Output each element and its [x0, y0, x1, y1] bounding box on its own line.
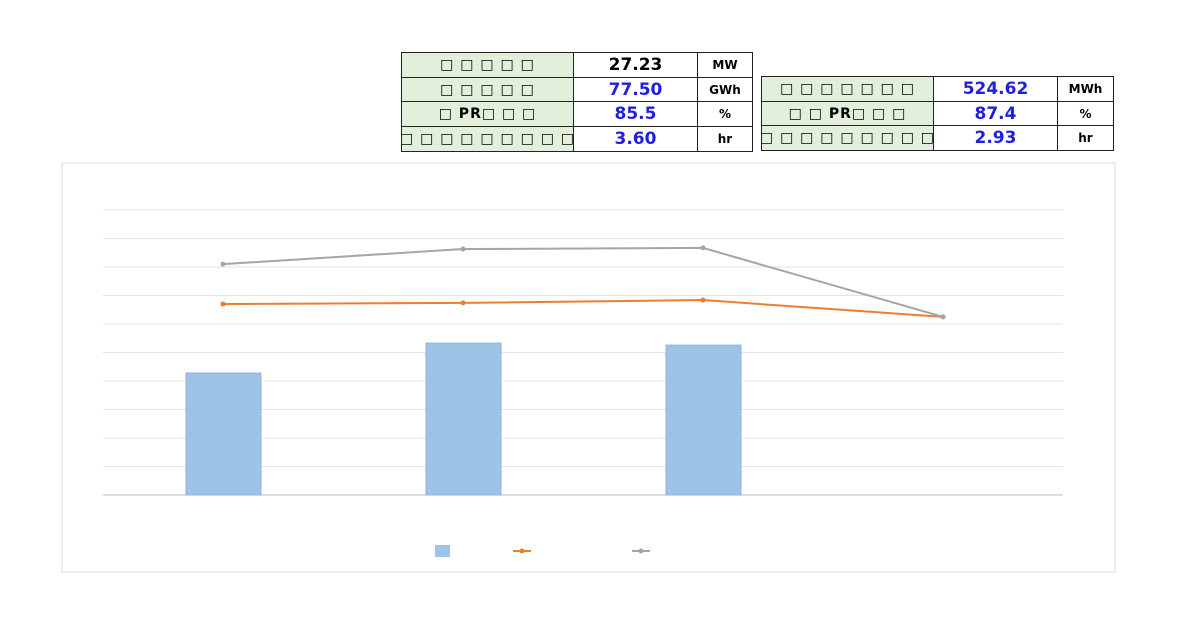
marker — [700, 297, 706, 303]
marker — [700, 245, 706, 251]
table-unit: hr — [1057, 125, 1114, 152]
table-label: □ □ □ □ □ □ □ — [761, 76, 934, 102]
legend-marker — [519, 548, 525, 554]
table-label: □ PR□ □ □ — [401, 101, 574, 128]
line — [222, 246, 944, 318]
marker — [460, 300, 466, 306]
table-label: □ □ □ □ □ — [401, 52, 574, 78]
table-unit: hr — [697, 126, 753, 152]
chart-frame — [61, 162, 1116, 573]
marker — [220, 301, 226, 307]
bar — [665, 344, 742, 496]
table-label: □ □ □ □ □ □ □ □ □ — [401, 126, 574, 152]
legend-swatch — [435, 545, 450, 557]
table-label: □ □ □ □ □ □ □ □ □ □ □ — [761, 125, 934, 152]
line — [222, 299, 944, 318]
bar — [425, 342, 502, 496]
marker — [220, 261, 226, 267]
marker — [940, 314, 946, 320]
legend-marker — [638, 548, 644, 554]
table-label: □ □ □ □ □ — [401, 76, 574, 103]
bar — [185, 372, 262, 496]
marker — [460, 246, 466, 252]
